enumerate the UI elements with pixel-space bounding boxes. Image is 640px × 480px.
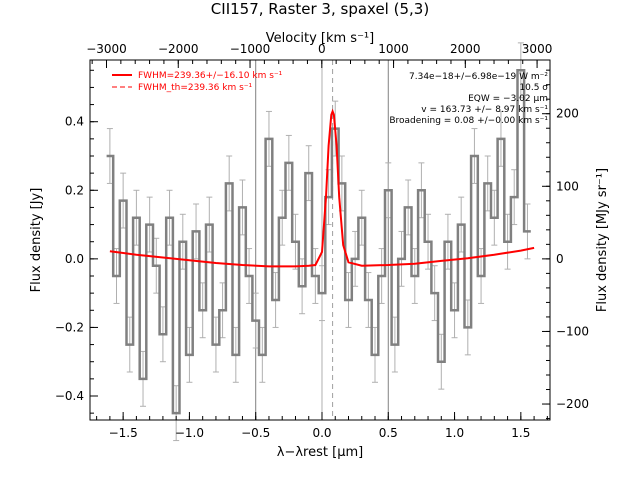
legend: FWHM=239.36+/−16.10 km s⁻¹ FWHM_th=239.3… [112, 71, 283, 93]
fit-annotations: 7.34e−18+/−6.98e−19 W m⁻² 10.5 σ EQW = −… [389, 72, 548, 126]
bottom-tick-label: −1.5 [109, 426, 138, 440]
annotation-flux: 7.34e−18+/−6.98e−19 W m⁻² [409, 72, 548, 82]
bottom-tick-label: 0.0 [312, 426, 331, 440]
legend-fit-label: FWHM=239.36+/−16.10 km s⁻¹ [138, 71, 283, 81]
bottom-tick-label: −1.0 [175, 426, 204, 440]
right-tick-label: 0 [556, 252, 564, 266]
right-tick-label: 100 [556, 179, 579, 193]
bottom-tick-label: −0.5 [241, 426, 270, 440]
left-tick-label: −0.2 [55, 320, 84, 334]
right-tick-label: 200 [556, 107, 579, 121]
left-tick-label: 0.4 [65, 115, 84, 129]
thermal-fit-line [314, 109, 349, 266]
plot-frame [89, 59, 551, 421]
right-tick-label: −200 [556, 397, 589, 411]
spectrum-line [106, 69, 531, 415]
annotation-broadening: Broadening = 0.08 +/−0.00 km s⁻¹ [389, 116, 548, 126]
annotation-significance: 10.5 σ [519, 83, 548, 93]
annotation-velocity: v = 163.73 +/− 8.97 km s⁻¹ [421, 105, 548, 115]
legend-fit-thermal-label: FWHM_th=239.36 km s⁻¹ [138, 83, 253, 93]
plot-area: −1.5 −1.0 −0.5 0.0 0.5 1.0 1.5−3000 −2000 −1000 0… [55, 42, 589, 442]
bottom-tick-label: 1.5 [511, 426, 530, 440]
top-tick-label: −1000 [230, 42, 271, 56]
bottom-tick-label: 1.0 [445, 426, 464, 440]
left-tick-label: 0.0 [65, 252, 84, 266]
annotation-eqw: EQW = −3.02 µm [468, 94, 548, 104]
right-tick-label: −100 [556, 324, 589, 338]
top-tick-label: 0 [318, 42, 326, 56]
left-tick-label: −0.4 [55, 389, 84, 403]
left-tick-label: 0.2 [65, 183, 84, 197]
top-tick-label: 3000 [522, 42, 553, 56]
top-tick-label: −2000 [158, 42, 199, 56]
chart-title: CII157, Raster 3, spaxel (5,3) [211, 0, 429, 18]
top-axis-label: Velocity [km s⁻¹] [266, 31, 374, 46]
left-y-axis-label: Flux density [Jy] [29, 188, 44, 293]
bottom-tick-label: 0.5 [379, 426, 398, 440]
right-y-axis-label: Flux density [MJy sr⁻¹] [595, 168, 610, 312]
top-tick-label: 1000 [378, 42, 409, 56]
x-axis-label: λ−λrest [µm] [277, 445, 363, 460]
top-tick-label: 2000 [450, 42, 481, 56]
top-tick-label: −3000 [86, 42, 127, 56]
